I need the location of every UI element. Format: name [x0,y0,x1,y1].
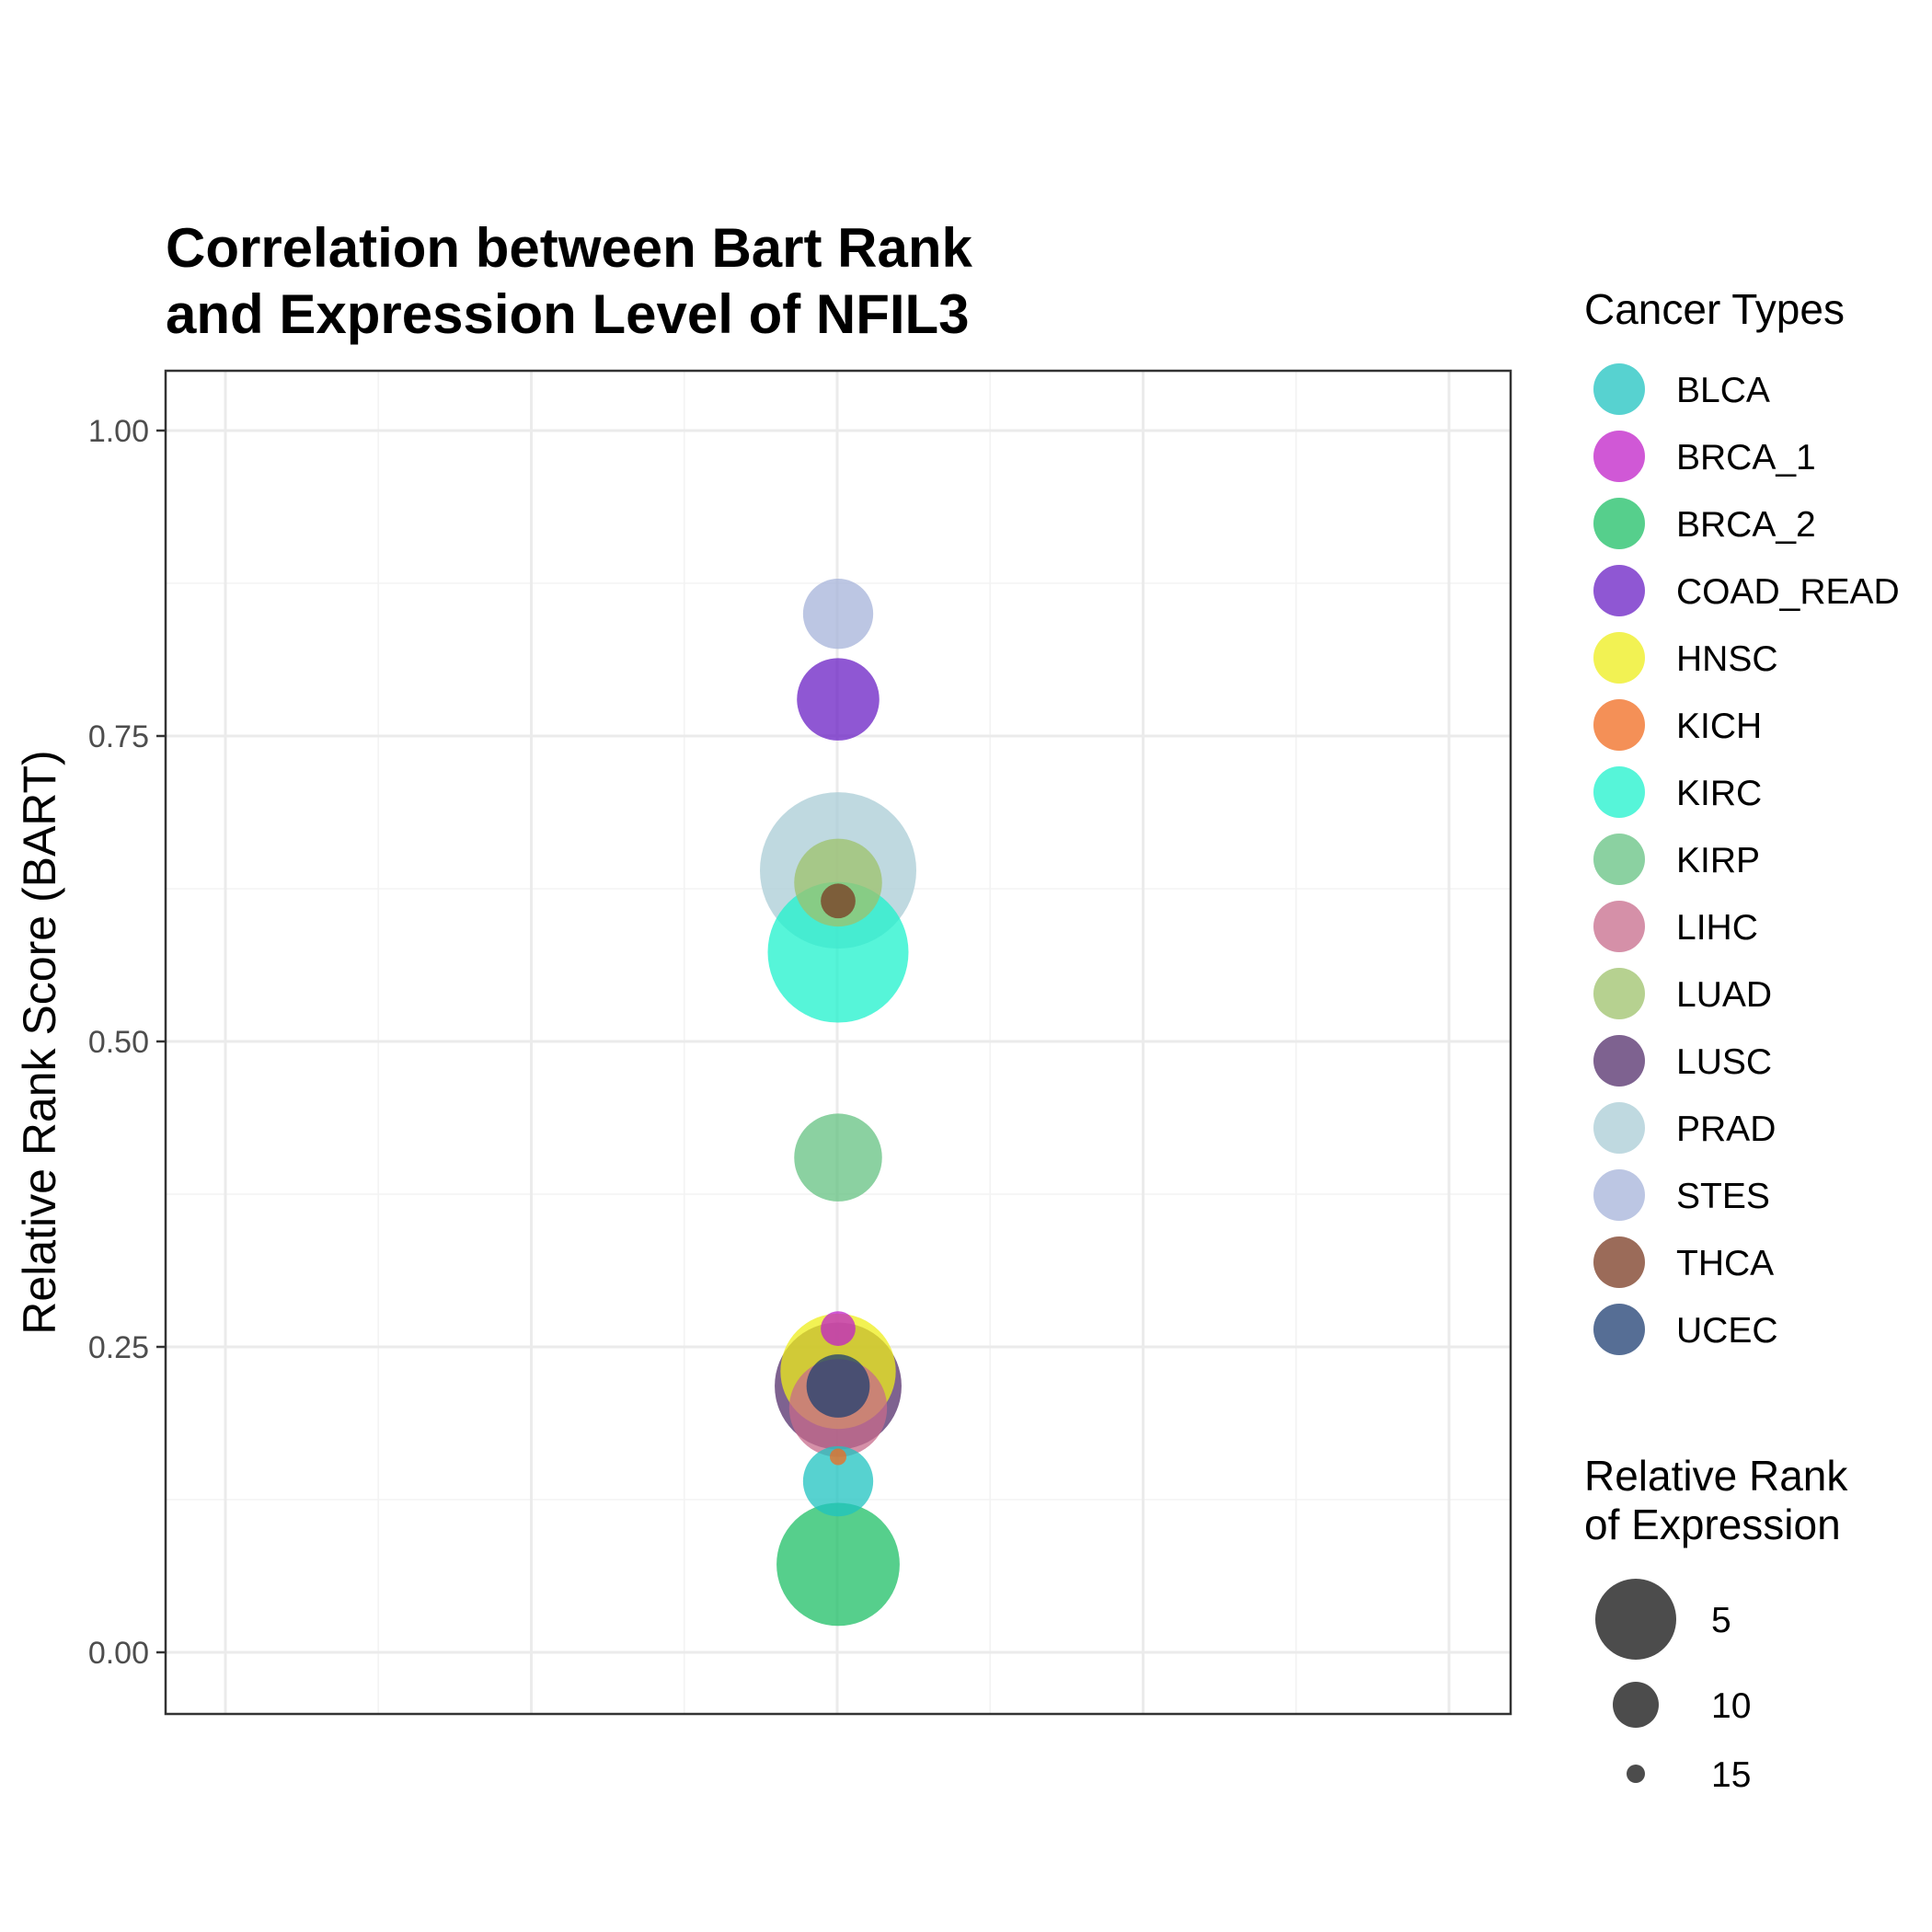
chart-title-line: Correlation between Bart Rank [166,217,972,279]
legend-key-brca_1 [1593,431,1645,482]
legend-label-lusc: LUSC [1676,1042,1772,1082]
data-point-thca [821,883,856,919]
legend-key-blca [1593,363,1645,415]
size-key-10 [1613,1682,1659,1728]
legend-label-coad_read: COAD_READ [1676,572,1900,612]
size-key-15 [1627,1765,1645,1783]
legend-label-brca_2: BRCA_2 [1676,505,1816,545]
data-point-kirc [767,881,909,1023]
data-point-ucec [806,1354,870,1418]
legend-key-stes [1593,1169,1645,1221]
legend-label-hnsc: HNSC [1676,639,1778,679]
size-key-5 [1595,1579,1676,1660]
legend-label-kirp: KIRP [1676,841,1760,880]
color-legend-title: Cancer Types [1584,285,1845,333]
legend-label-blca: BLCA [1676,371,1770,410]
legend-key-luad [1593,968,1645,1019]
legend-key-prad [1593,1102,1645,1154]
y-tick-label: 0.50 [88,1025,149,1060]
color-legend: Cancer Types BLCA BRCA_1 BRCA_2 COAD_READ HNS… [1584,285,1900,1355]
legend-label-brca_1: BRCA_1 [1676,438,1816,477]
legend-key-kich [1593,699,1645,751]
size-legend-title-line: Relative Rank [1584,1452,1848,1500]
data-point-kirp [794,1113,882,1202]
y-tick-label: 1.00 [88,414,149,449]
data-point-luad [794,838,882,927]
legend-label-kich: KICH [1676,707,1762,746]
legend-key-lusc [1593,1035,1645,1087]
legend-key-kirp [1593,834,1645,885]
data-point-brca_2 [776,1502,900,1627]
legend-key-hnsc [1593,632,1645,684]
legend-key-thca [1593,1236,1645,1288]
size-legend-title-line: of Expression [1584,1501,1841,1548]
legend-key-ucec [1593,1304,1645,1355]
data-point-blca [802,1445,874,1517]
y-tick-label: 0.75 [88,719,149,754]
data-point-stes [802,579,874,650]
legend-label-ucec: UCEC [1676,1311,1778,1351]
size-label-15: 15 [1711,1755,1751,1795]
data-point-brca_1 [821,1311,856,1346]
legend-label-luad: LUAD [1676,975,1772,1015]
legend-label-lihc: LIHC [1676,908,1758,948]
data-point-kich [830,1448,846,1466]
legend-label-kirc: KIRC [1676,774,1762,813]
legend-label-stes: STES [1676,1177,1770,1216]
chart-title-line: and Expression Level of NFIL3 [166,283,970,345]
y-tick-label: 0.25 [88,1330,149,1365]
legend-key-kirc [1593,766,1645,818]
legend-label-prad: PRAD [1676,1110,1776,1149]
y-axis-title: Relative Rank Score (BART) [14,750,65,1334]
y-axis: 0.00 0.25 0.50 0.75 1.00 Relative Rank Score … [14,414,166,1671]
legend-key-brca_2 [1593,498,1645,549]
legend-label-thca: THCA [1676,1244,1774,1283]
data-points [760,579,916,1627]
size-label-10: 10 [1711,1686,1751,1726]
data-point-coad_read [797,658,880,741]
size-label-5: 5 [1711,1601,1731,1640]
legend-key-coad_read [1593,565,1645,616]
legend-key-lihc [1593,901,1645,952]
y-tick-label: 0.00 [88,1636,149,1671]
